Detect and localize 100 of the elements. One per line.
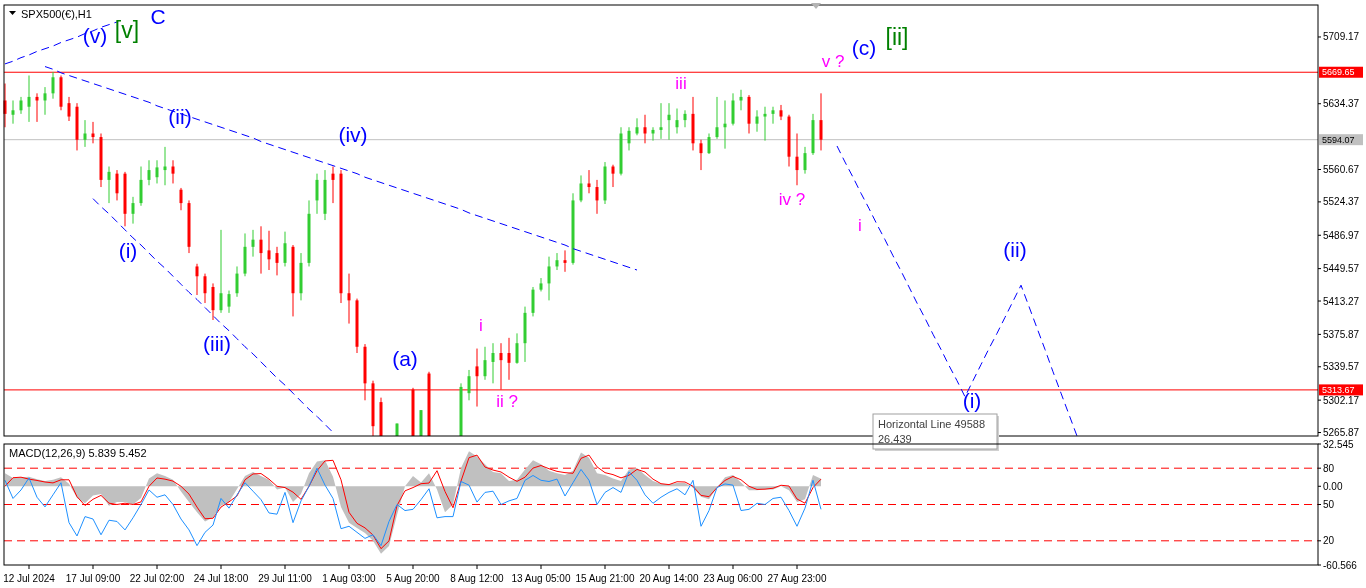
y-tick-label: 5560.67: [1323, 163, 1360, 175]
candlestick: [707, 133, 711, 155]
candlestick: [795, 133, 799, 186]
ref-line-label: 5594.07: [1322, 134, 1355, 145]
x-tick-label: 20 Aug 14:00: [639, 572, 699, 584]
candlestick: [131, 196, 135, 225]
annotation: [ii]: [885, 24, 909, 51]
candlestick: [107, 166, 111, 204]
candlestick: [331, 166, 335, 204]
annotation: i: [479, 315, 483, 335]
candlestick: [147, 159, 151, 186]
candlestick: [819, 92, 823, 151]
y-tick-label: 5524.37: [1323, 196, 1360, 208]
annotation: (iv): [338, 123, 368, 147]
candlestick: [635, 117, 639, 136]
candlestick: [715, 96, 719, 140]
y-tick-label: 0.00: [1323, 480, 1343, 492]
x-tick-label: 15 Aug 21:00: [575, 572, 635, 584]
candlestick: [235, 265, 239, 298]
x-tick-label: 17 Jul 09:00: [65, 572, 121, 584]
line-series: [44, 66, 638, 271]
candlestick: [11, 99, 15, 125]
candlestick: [171, 159, 175, 184]
annotation: (v): [82, 24, 108, 48]
annotation: [v]: [114, 17, 140, 44]
annotation: ii ?: [496, 391, 518, 411]
annotation: v ?: [821, 51, 845, 71]
x-tick-label: 23 Aug 06:00: [703, 572, 763, 584]
x-tick-label: 8 Aug 12:00: [450, 572, 505, 584]
y2-tick-label: 20: [1323, 535, 1335, 547]
y-tick-label: 5339.57: [1323, 361, 1360, 373]
candlestick: [667, 102, 671, 141]
candlestick: [595, 179, 599, 215]
candlestick: [467, 369, 471, 401]
candlestick: [51, 71, 55, 100]
candlestick: [283, 231, 287, 267]
y-tick-label: 5449.57: [1323, 263, 1360, 275]
candlestick: [643, 114, 647, 144]
x-tick-label: 5 Aug 20:00: [386, 572, 441, 584]
x-tick-label: 22 Jul 02:00: [129, 572, 185, 584]
candlestick: [67, 96, 71, 122]
candlestick: [483, 346, 487, 381]
annotation: (i): [962, 389, 982, 413]
annotation: 26.439: [878, 432, 912, 445]
annotation: (ii): [168, 105, 192, 129]
line-series: [4, 21, 118, 65]
candlestick: [115, 169, 119, 201]
annotation: Horizontal Line 49588: [878, 417, 986, 430]
candlestick: [587, 169, 591, 194]
y-tick-label: 5486.97: [1323, 229, 1360, 241]
annotation: (a): [392, 347, 418, 371]
candlestick: [315, 173, 319, 215]
candlestick: [627, 126, 631, 151]
x-tick-label: 1 Aug 03:00: [322, 572, 377, 584]
candlestick: [675, 108, 679, 134]
annotation: (iii): [203, 332, 231, 356]
candlestick: [251, 229, 255, 258]
y-tick-label: 5634.37: [1323, 98, 1360, 110]
candlestick: [531, 286, 535, 317]
x-tick-label: 24 Jul 18:00: [193, 572, 249, 584]
candlestick: [491, 342, 495, 384]
candlestick: [515, 332, 519, 365]
candlestick: [539, 277, 543, 292]
candlestick: [195, 263, 199, 296]
annotation: iii: [675, 73, 687, 93]
candlestick: [43, 86, 47, 116]
candlestick: [771, 106, 775, 125]
candlestick: [755, 109, 759, 133]
candlestick: [547, 256, 551, 301]
candlestick: [179, 187, 183, 211]
candlestick: [27, 74, 31, 123]
x-tick-label: 29 Jul 11:00: [258, 572, 313, 584]
chart-title: SPX500(€),H1: [21, 7, 92, 20]
annotation: iv ?: [778, 189, 806, 209]
candlestick: [83, 119, 87, 148]
annotation: (i): [118, 239, 138, 263]
candlestick: [659, 102, 663, 140]
candlestick: [203, 273, 207, 304]
candlestick: [347, 273, 351, 325]
y2-tick-label: 80: [1323, 462, 1335, 474]
y-tick-label: -60.566: [1323, 559, 1358, 571]
x-tick-label: 27 Aug 23:00: [767, 572, 827, 584]
candlestick: [763, 106, 767, 142]
candlestick: [91, 121, 95, 144]
candlestick: [683, 109, 687, 128]
annotation: (c): [851, 36, 877, 60]
y-tick-label: 5413.27: [1323, 295, 1360, 307]
y-tick-label: 5375.87: [1323, 328, 1360, 340]
candlestick: [227, 290, 231, 314]
candlestick: [139, 166, 143, 207]
ref-line-label: 5669.65: [1322, 67, 1355, 78]
candlestick: [267, 230, 271, 271]
candlestick: [155, 159, 159, 184]
candlestick: [219, 229, 223, 314]
y-tick-label: 5302.17: [1323, 394, 1360, 406]
line-series: [92, 198, 334, 433]
candlestick: [259, 225, 263, 275]
candlestick: [779, 104, 783, 121]
candlestick: [803, 146, 807, 175]
candlestick: [563, 249, 567, 273]
